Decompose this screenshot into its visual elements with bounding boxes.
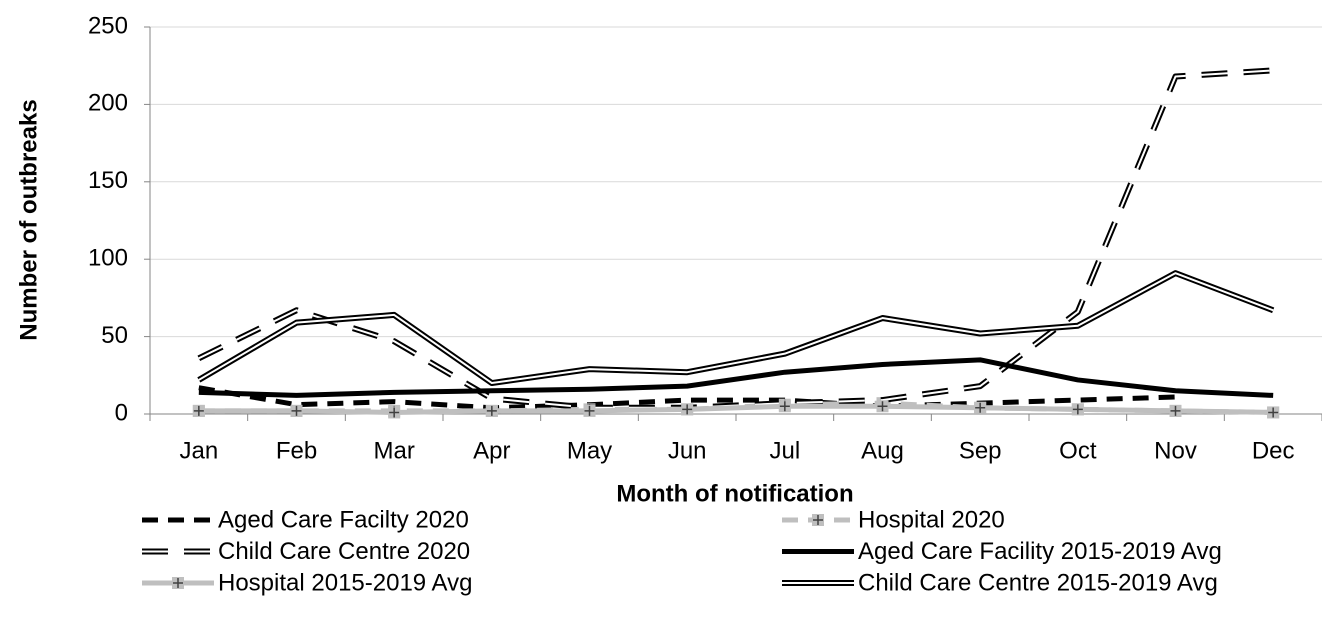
point-marker-cross [682, 404, 693, 415]
point-marker-cross [877, 401, 888, 412]
point-marker-cross [975, 402, 986, 413]
legend-marker-cross [173, 578, 183, 588]
point-marker-cross [291, 405, 302, 416]
x-tick-label: Dec [1252, 437, 1295, 464]
y-tick-label: 250 [88, 12, 128, 39]
x-tick-label: Oct [1059, 437, 1097, 464]
x-tick-label: Sep [959, 437, 1002, 464]
series-line [198, 403, 1274, 415]
y-tick-label: 50 [101, 322, 128, 349]
y-tick-label: 150 [88, 167, 128, 194]
series-line-inner [198, 69, 1274, 409]
x-tick-label: Apr [473, 437, 510, 464]
legend-label: Hospital 2020 [858, 506, 1005, 533]
series-line [197, 67, 1274, 411]
x-tick-label: Aug [861, 437, 904, 464]
legend-label: Hospital 2015-2019 Avg [218, 569, 472, 596]
point-marker-cross [486, 405, 497, 416]
x-tick-label: Nov [1154, 437, 1197, 464]
point-marker-cross [1072, 404, 1083, 415]
legend-label: Aged Care Facility 2015-2019 Avg [858, 538, 1222, 565]
point-marker-cross [584, 405, 595, 416]
point-marker-cross [1268, 407, 1279, 418]
x-axis-title: Month of notification [616, 480, 853, 507]
y-tick-label: 200 [88, 90, 128, 117]
legend-marker-cross [813, 515, 823, 525]
x-tick-label: Mar [373, 437, 414, 464]
series-line [198, 385, 1176, 411]
y-tick-label: 0 [115, 399, 128, 426]
legend-label: Child Care Centre 2015-2019 Avg [858, 569, 1218, 596]
y-tick-label: 100 [88, 245, 128, 272]
point-marker-cross [389, 407, 400, 418]
x-tick-label: Jun [668, 437, 707, 464]
point-marker-cross [193, 405, 204, 416]
x-tick-label: Jan [179, 437, 218, 464]
legend-label: Aged Care Facilty 2020 [218, 506, 469, 533]
x-tick-label: May [567, 437, 612, 464]
point-marker-cross [779, 401, 790, 412]
legend-label: Child Care Centre 2020 [218, 538, 470, 565]
y-axis-title: Number of outbreaks [15, 99, 42, 340]
series-line [198, 357, 1274, 398]
series-line-inner [198, 272, 1274, 385]
point-marker-cross [1170, 405, 1181, 416]
x-tick-label: Jul [769, 437, 800, 464]
x-tick-label: Feb [276, 437, 317, 464]
